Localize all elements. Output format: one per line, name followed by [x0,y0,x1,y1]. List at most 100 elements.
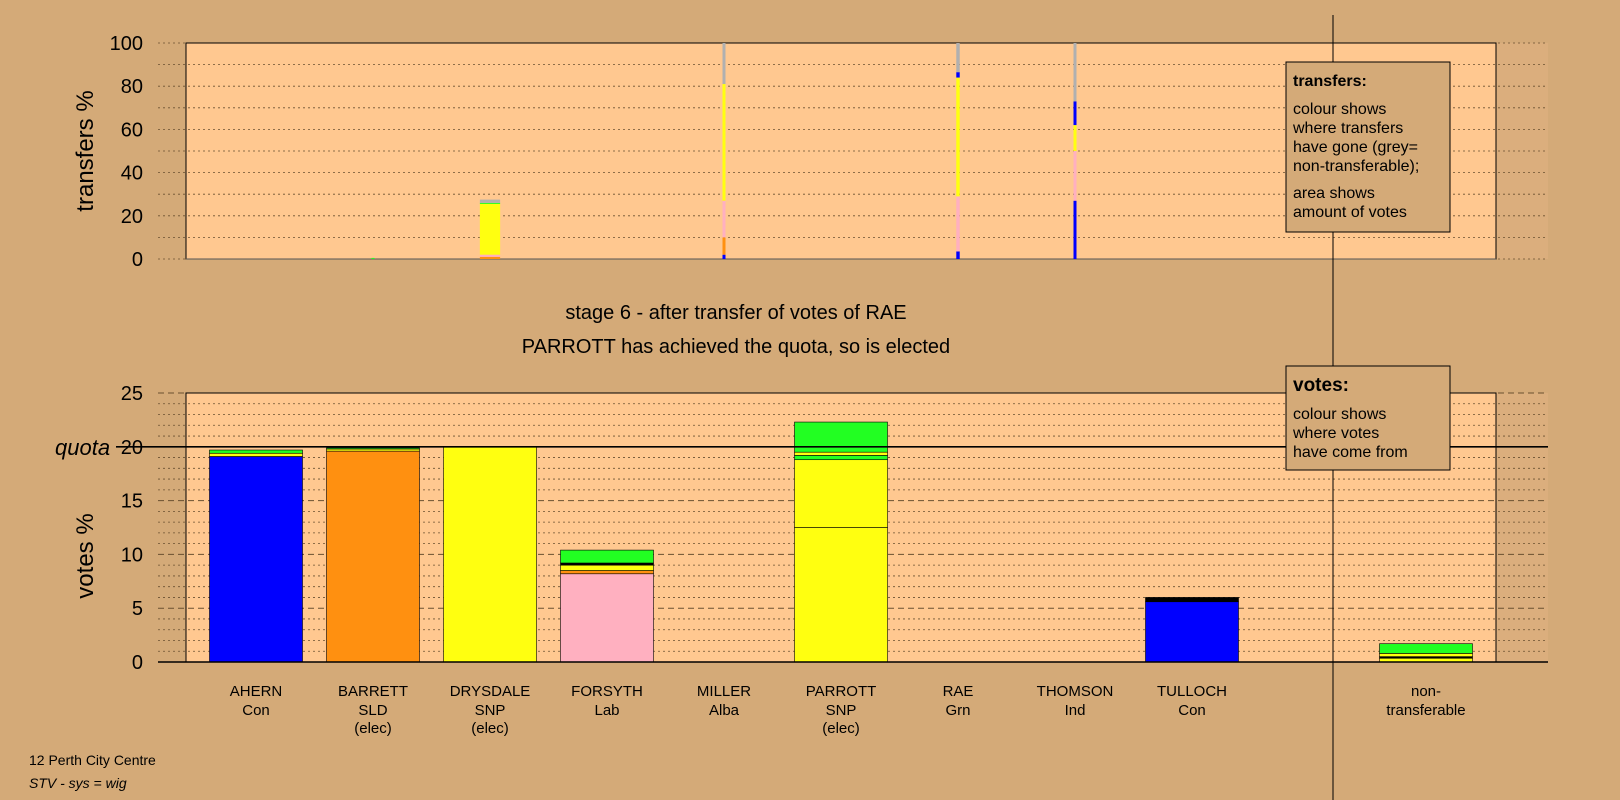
stage-title: stage 6 - after transfer of votes of RAE [565,302,906,324]
transfers-bar-segment [479,199,501,203]
transfers-bar-segment [1073,101,1077,126]
votes-bar-segment [209,452,303,457]
transfers-legend-box [1285,61,1451,233]
transfers-y-tick-label: 80 [121,76,143,98]
quota-label: quota [55,435,110,460]
votes-bar-segment [1145,597,1239,603]
votes-plot-margin [1496,393,1548,662]
footer-system: STV - sys = wig [29,775,127,791]
votes-bar-segment [326,448,420,452]
votes-y-tick-label: 25 [121,383,143,405]
candidate-elected-label: (elec) [822,720,860,737]
transfers-bar-segment [722,43,726,85]
transfers-bar-segment [956,251,960,259]
votes-y-tick-label: 20 [121,437,143,459]
nontransferable-label: transferable [1386,702,1465,719]
transfers-bar-segment [371,257,375,259]
votes-bar-segment [794,459,888,528]
transfers-bar-segment [479,254,501,257]
transfers-legend: transfers: colour shows where transfers … [1285,61,1451,233]
votes-bar-segment [326,450,420,663]
votes-legend-title: votes: [1293,375,1349,396]
transfers-bar-segment [956,72,960,78]
votes-y-axis-label: votes % [72,513,99,598]
votes-bar-segment [560,564,654,571]
transfers-legend-line: colour shows [1293,101,1386,118]
votes-bar-segment [443,446,537,663]
votes-bar-segment [794,527,888,663]
candidate-name-label: RAE [943,683,974,700]
stage-subtitle: PARROTT has achieved the quota, so is el… [522,336,950,358]
votes-legend-line: have come from [1293,444,1408,461]
transfers-bar-segment [722,200,726,238]
transfers-bar-segment [1073,200,1077,259]
votes-y-tick-label: 0 [132,652,143,674]
candidate-name-label: FORSYTH [571,683,643,700]
votes-bar-segment [326,447,420,450]
transfers-bar-segment [479,256,501,259]
candidate-party-label: Con [242,702,270,719]
footer-constituency: 12 Perth City Centre [29,752,156,768]
transfers-legend-line: non-transferable); [1293,158,1419,175]
votes-bar-segment [209,449,303,454]
votes-y-tick-label: 5 [132,598,143,620]
candidate-name-label: PARROTT [806,683,877,700]
votes-bar-segment [560,562,654,566]
candidate-party-label: Alba [709,702,740,719]
transfers-y-tick-label: 40 [121,163,143,185]
transfers-y-tick-label: 0 [132,249,143,271]
transfers-bar-segment [1073,43,1077,102]
candidate-name-label: TULLOCH [1157,683,1227,700]
transfers-bar-segment [722,254,726,259]
transfers-y-tick-label: 60 [121,119,143,141]
transfers-bar-segment [956,196,960,252]
transfers-bar-segment [956,43,960,73]
candidate-party-label: Grn [945,702,970,719]
candidate-elected-label: (elec) [471,720,509,737]
candidate-name-label: MILLER [697,683,751,700]
transfers-bar-segment [956,77,960,197]
votes-bar-segment [1379,653,1473,657]
candidate-party-label: Ind [1065,702,1086,719]
candidate-elected-label: (elec) [354,720,392,737]
votes-bar-segment [794,421,888,453]
votes-bar-segment [1379,643,1473,654]
transfers-bar-segment [722,84,726,201]
votes-legend-line: colour shows [1293,406,1386,423]
votes-bar-segment [794,451,888,456]
votes-legend: votes: colour shows where votes have com… [1285,365,1451,471]
votes-y-tick-label: 15 [121,491,143,513]
votes-bar-segment [560,549,654,564]
votes-bar-segment [560,570,654,575]
transfers-bar-segment [479,203,501,255]
candidate-name-label: AHERN [230,683,283,700]
transfers-bar-segment [479,202,501,204]
transfers-legend-line: amount of votes [1293,204,1407,221]
candidate-party-label: SNP [826,702,857,719]
candidate-party-label: SNP [475,702,506,719]
candidate-party-label: SLD [358,702,387,719]
transfers-bar-segment [1073,151,1077,201]
candidate-party-label: Con [1178,702,1206,719]
votes-legend-box [1285,365,1451,471]
transfers-legend-title: transfers: [1293,73,1367,90]
transfers-legend-line: where transfers [1292,120,1403,137]
transfers-chart: 0 20 40 60 80 100 transfers % [72,33,1548,271]
transfers-y-axis-label: transfers % [72,90,99,211]
candidate-name-label: BARRETT [338,683,408,700]
transfers-bar-segment [1073,125,1077,151]
candidate-party-label: Lab [594,702,619,719]
transfers-legend-line: have gone (grey= [1293,139,1418,156]
votes-bar-segment [1145,601,1239,663]
candidate-name-label: DRYSDALE [450,683,531,700]
votes-bar-segment [794,455,888,461]
votes-bar-segment [560,573,654,663]
candidate-name-label: THOMSON [1037,683,1114,700]
transfers-bar-segment [722,237,726,255]
votes-legend-line: where votes [1292,425,1379,442]
votes-y-tick-label: 10 [121,544,143,566]
transfers-legend-line: area shows [1293,185,1375,202]
transfers-y-tick-label: 100 [110,33,143,55]
